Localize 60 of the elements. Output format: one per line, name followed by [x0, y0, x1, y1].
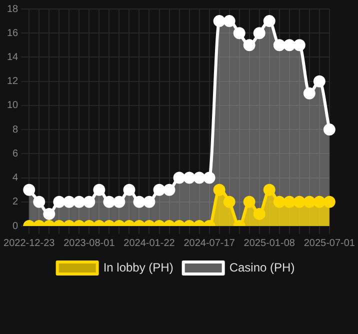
point: [153, 184, 166, 196]
point: [263, 15, 276, 28]
y-tick-label: 18: [7, 4, 19, 15]
point: [23, 184, 36, 196]
point: [283, 196, 296, 208]
y-tick-label: 12: [7, 76, 19, 88]
y-tick-label: 10: [7, 100, 19, 112]
point: [323, 124, 336, 136]
point: [173, 172, 186, 184]
point: [213, 15, 226, 28]
x-tick-label: 2023-08-01: [64, 238, 116, 249]
point: [73, 196, 86, 208]
x-tick-label: 2025-07-01: [304, 238, 356, 249]
point: [313, 75, 326, 88]
point: [53, 196, 66, 208]
point: [283, 39, 296, 52]
point: [313, 196, 326, 208]
point: [303, 196, 316, 208]
point: [213, 184, 226, 196]
y-tick-label: 6: [12, 148, 19, 160]
point: [293, 196, 306, 208]
point: [193, 172, 206, 184]
point: [203, 172, 216, 184]
x-tick-label: 2022-12-23: [4, 238, 56, 249]
x-tick-label: 2024-01-22: [124, 238, 176, 249]
legend-label: Casino (PH): [229, 260, 295, 274]
point: [273, 196, 286, 208]
y-tick-label: 16: [7, 28, 19, 39]
point: [323, 196, 336, 208]
point: [223, 15, 236, 28]
point: [163, 184, 176, 196]
point: [223, 196, 236, 208]
point: [143, 196, 156, 208]
point: [253, 208, 266, 220]
point: [123, 184, 136, 196]
point: [253, 27, 266, 40]
point: [183, 172, 196, 184]
point: [33, 196, 46, 208]
y-tick-label: 2: [12, 196, 19, 208]
point: [43, 208, 56, 220]
point: [63, 196, 76, 208]
point: [113, 196, 126, 208]
point: [83, 196, 96, 208]
y-tick-label: 0: [12, 220, 19, 232]
point: [243, 39, 256, 52]
point: [263, 184, 276, 196]
point: [243, 196, 256, 208]
point: [293, 39, 306, 52]
point: [93, 184, 106, 196]
y-tick-label: 8: [12, 124, 19, 136]
y-tick-label: 4: [12, 172, 19, 184]
x-tick-label: 2025-01-08: [244, 238, 296, 249]
legend-label: In lobby (PH): [103, 260, 174, 274]
point: [233, 27, 246, 40]
point: [103, 196, 116, 208]
x-tick-label: 2024-07-17: [184, 238, 236, 249]
point: [133, 196, 146, 208]
y-tick-label: 14: [7, 52, 19, 63]
point: [273, 39, 286, 52]
point: [303, 87, 316, 100]
